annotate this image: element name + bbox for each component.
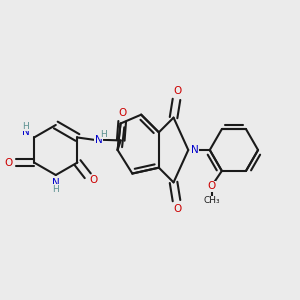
Text: N: N bbox=[22, 127, 30, 137]
Text: N: N bbox=[52, 178, 60, 188]
Text: O: O bbox=[207, 181, 216, 191]
Text: H: H bbox=[52, 185, 59, 194]
Text: O: O bbox=[118, 108, 127, 118]
Text: H: H bbox=[22, 122, 29, 131]
Text: CH₃: CH₃ bbox=[203, 196, 220, 206]
Text: O: O bbox=[89, 175, 98, 185]
Text: O: O bbox=[173, 86, 181, 96]
Text: O: O bbox=[4, 158, 12, 167]
Text: H: H bbox=[100, 130, 107, 139]
Text: N: N bbox=[95, 135, 103, 145]
Text: O: O bbox=[173, 204, 181, 214]
Text: N: N bbox=[191, 145, 199, 155]
